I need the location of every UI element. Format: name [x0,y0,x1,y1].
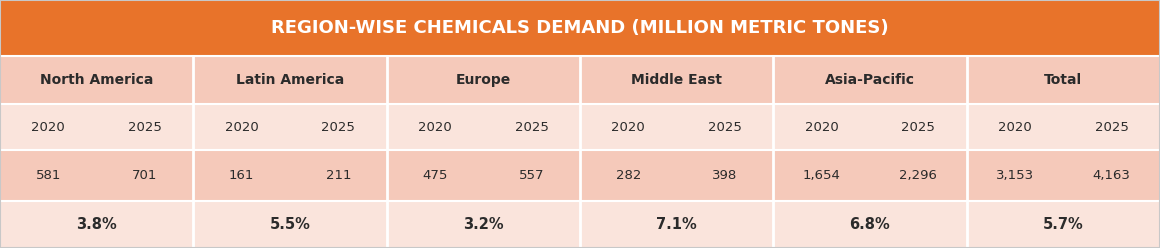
Text: 3.8%: 3.8% [77,217,117,232]
Text: 2,296: 2,296 [899,169,937,182]
Text: 161: 161 [229,169,254,182]
Text: 581: 581 [36,169,61,182]
Text: 7.1%: 7.1% [657,217,697,232]
Text: Middle East: Middle East [631,73,723,87]
Text: 475: 475 [422,169,448,182]
Text: North America: North America [39,73,153,87]
Text: 6.8%: 6.8% [849,217,891,232]
Text: 211: 211 [326,169,351,182]
Text: 2025: 2025 [901,121,935,134]
Text: 2025: 2025 [708,121,742,134]
Bar [0,0,1160,56]
Text: 2025: 2025 [515,121,549,134]
Text: 2020: 2020 [225,121,259,134]
Text: Total: Total [1044,73,1082,87]
Text: 2020: 2020 [611,121,645,134]
Text: Latin America: Latin America [235,73,345,87]
Text: 2020: 2020 [805,121,839,134]
Text: 2020: 2020 [998,121,1032,134]
Text: Europe: Europe [456,73,510,87]
Text: 4,163: 4,163 [1093,169,1131,182]
Text: Asia-Pacific: Asia-Pacific [825,73,915,87]
Text: 2025: 2025 [321,121,355,134]
Text: 5.7%: 5.7% [1043,217,1083,232]
Text: 3.2%: 3.2% [463,217,503,232]
Text: 282: 282 [616,169,641,182]
Text: 398: 398 [712,169,738,182]
Bar [0,201,1160,248]
Text: 3,153: 3,153 [996,169,1034,182]
Text: REGION-WISE CHEMICALS DEMAND (MILLION METRIC TONES): REGION-WISE CHEMICALS DEMAND (MILLION ME… [271,19,889,37]
Bar [0,56,1160,104]
Bar [0,150,1160,201]
Text: 557: 557 [519,169,544,182]
Text: 701: 701 [132,169,158,182]
Text: 2025: 2025 [128,121,162,134]
Text: 2025: 2025 [1095,121,1129,134]
Text: 5.5%: 5.5% [269,217,311,232]
Bar [0,104,1160,150]
Text: 2020: 2020 [31,121,65,134]
Text: 1,654: 1,654 [803,169,841,182]
Text: 2020: 2020 [418,121,452,134]
